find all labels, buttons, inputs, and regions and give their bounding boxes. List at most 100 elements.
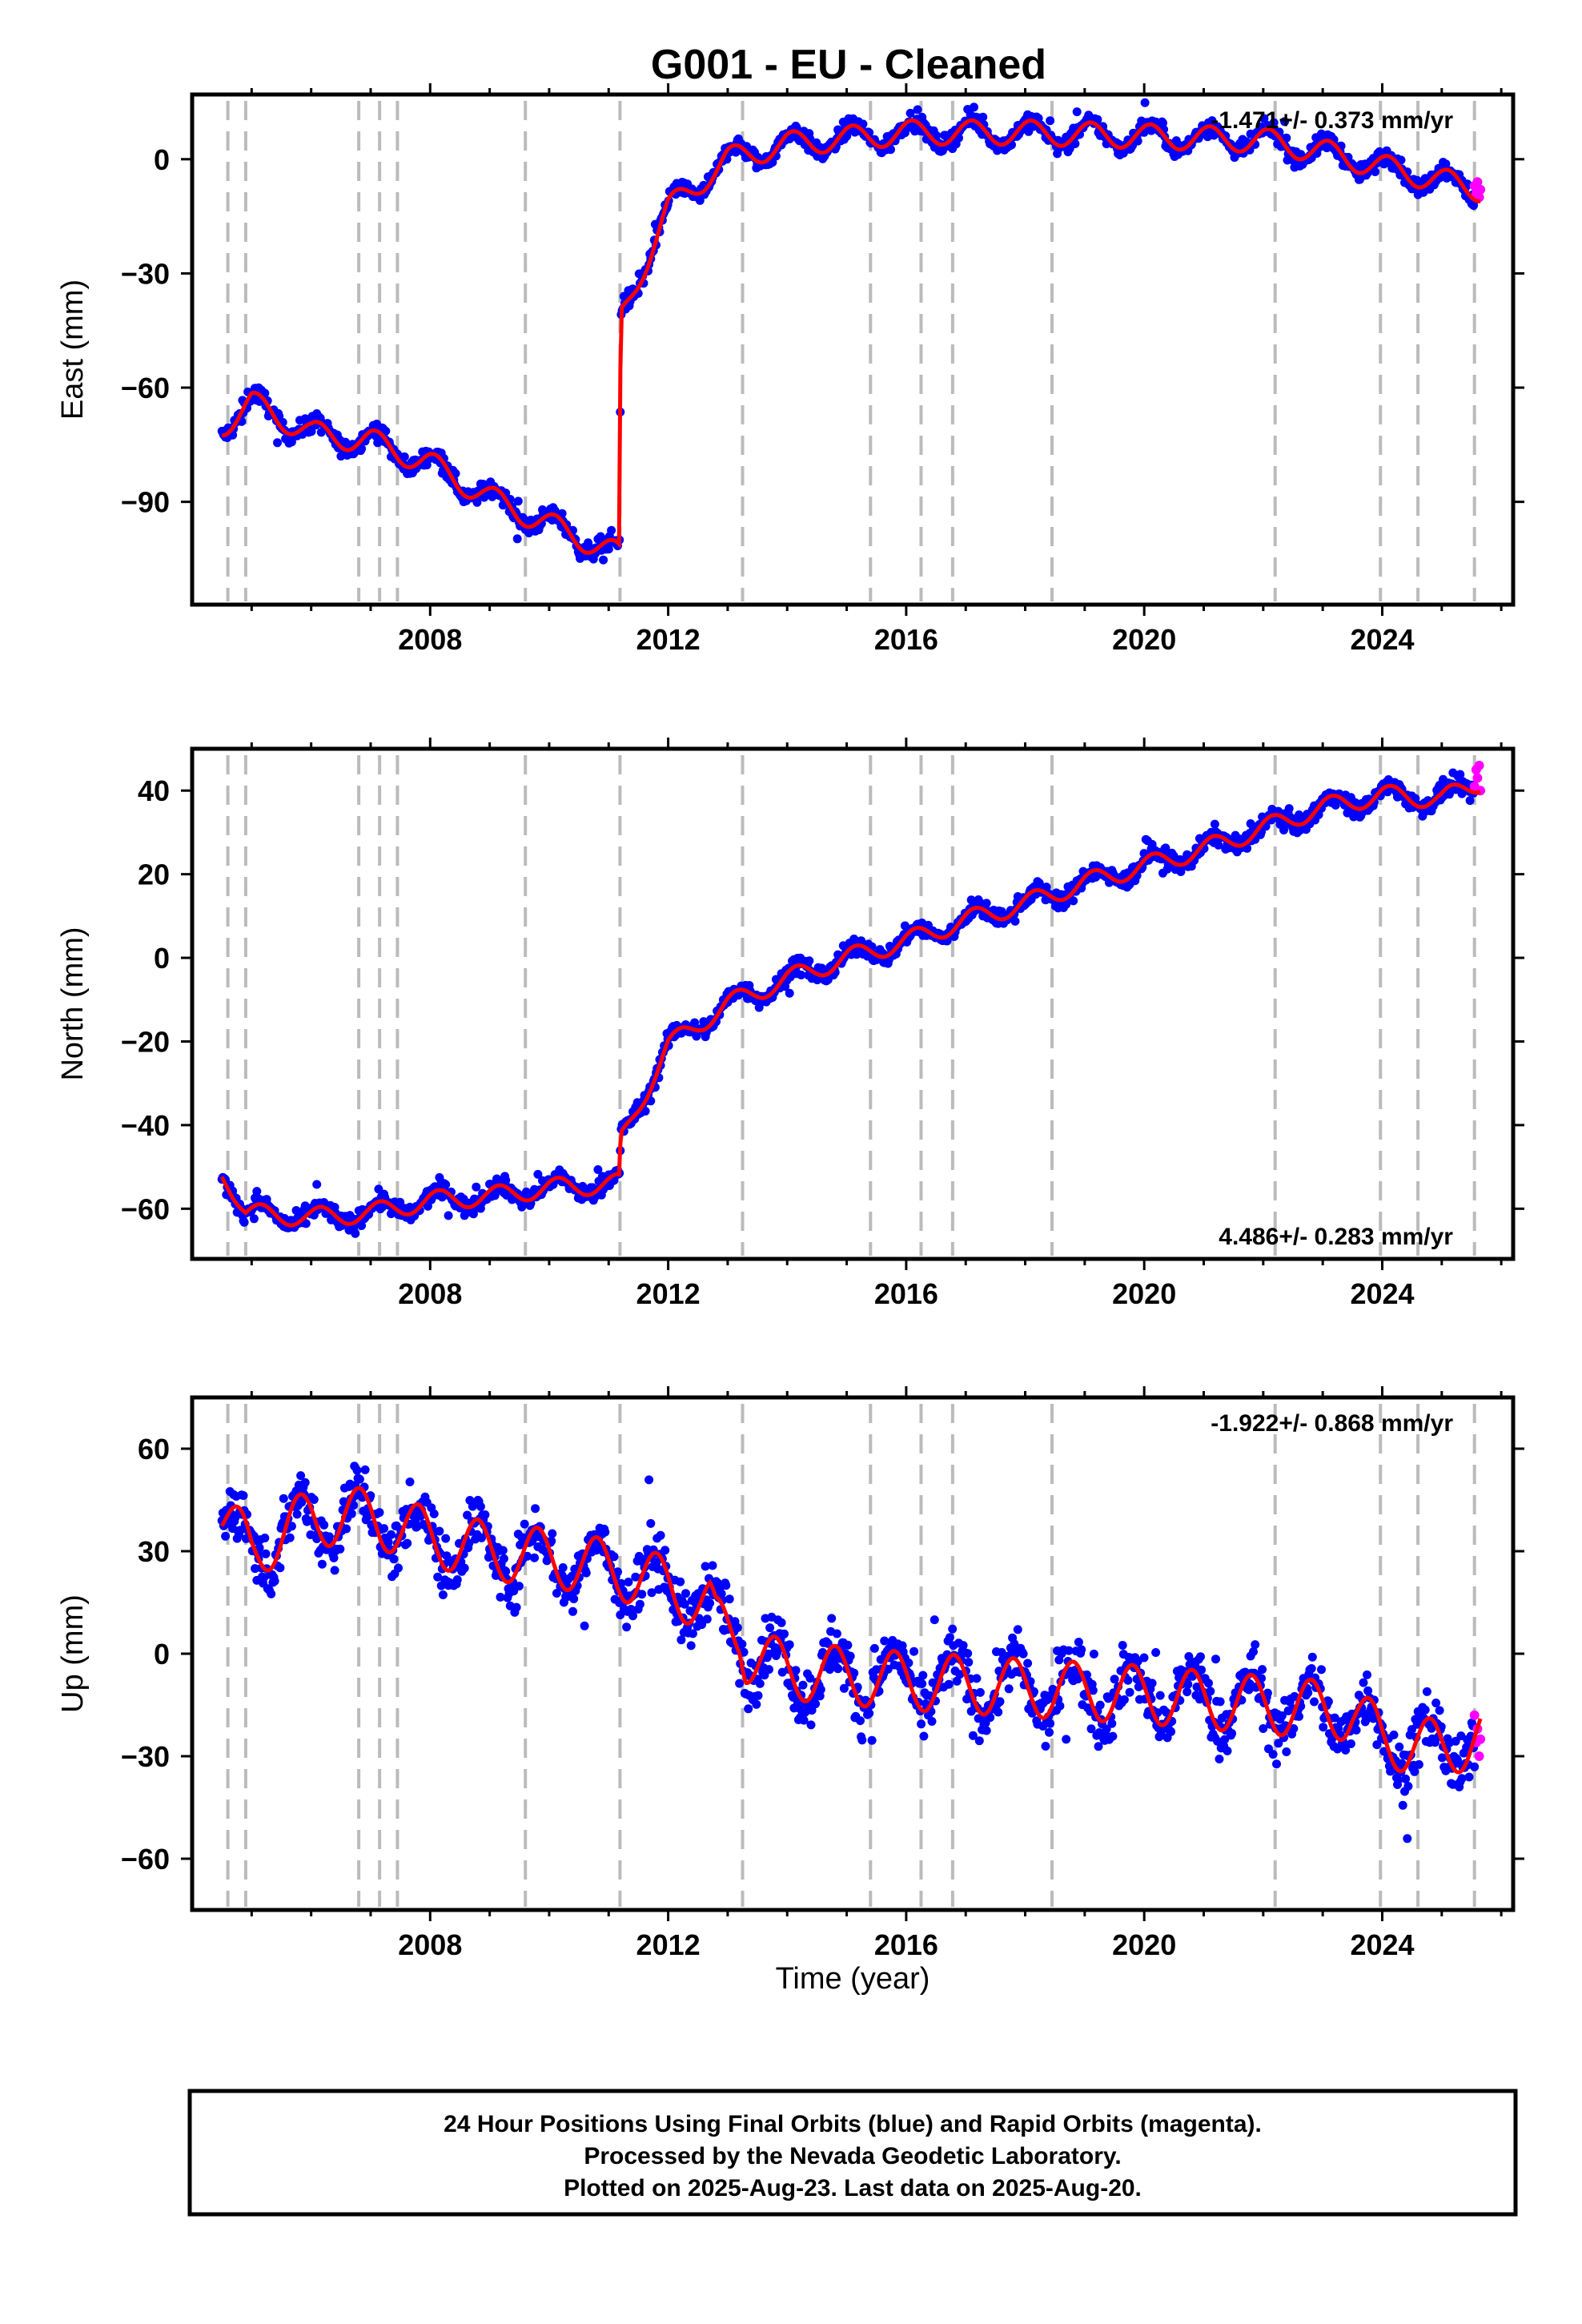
y-axis-label: East (mm) (56, 279, 90, 420)
rate-label: -1.471+/- 0.373 mm/yr (1211, 107, 1453, 134)
final-orbit-point (285, 1533, 295, 1542)
final-orbit-point (389, 1554, 399, 1564)
y-tick-label: −60 (121, 372, 170, 404)
final-orbit-point (1158, 119, 1167, 128)
final-orbit-point (918, 1671, 928, 1680)
final-orbit-point (514, 1582, 524, 1591)
final-orbit-point (1310, 1697, 1319, 1707)
final-orbit-point (930, 1615, 939, 1625)
final-orbit-point (1018, 1649, 1028, 1659)
final-orbit-point (568, 1606, 577, 1616)
final-orbit-point (1045, 1727, 1054, 1737)
final-orbit-point (1046, 116, 1055, 126)
final-orbit-point (441, 1534, 451, 1543)
final-orbit-point (403, 1538, 412, 1548)
final-orbit-point (644, 1475, 654, 1485)
final-orbit-point (530, 1553, 539, 1562)
final-orbit-point (1441, 159, 1451, 169)
final-orbit-point (1182, 1687, 1192, 1697)
final-orbit-point (221, 1531, 231, 1541)
final-orbit-point (1023, 1659, 1033, 1668)
final-orbit-point (451, 468, 460, 478)
rapid-orbit-point (1476, 184, 1486, 195)
y-tick-label: 60 (138, 1433, 170, 1466)
final-orbit-point (798, 1680, 808, 1690)
final-orbit-point (429, 1509, 439, 1518)
final-orbit-point (1125, 1687, 1134, 1697)
x-tick-label: 2020 (1112, 623, 1176, 656)
final-orbit-point (472, 1182, 481, 1192)
final-orbit-point (379, 1524, 389, 1534)
final-orbit-point (501, 1176, 511, 1185)
x-tick-label: 2012 (636, 1928, 701, 1961)
final-orbit-point (1282, 1747, 1291, 1756)
final-orbit-point (806, 1720, 816, 1730)
final-orbit-point (580, 1621, 589, 1630)
final-orbit-point (886, 145, 895, 155)
x-tick-label: 2016 (874, 1277, 938, 1310)
final-orbit-point (1215, 1697, 1225, 1707)
final-orbit-point (917, 1679, 927, 1688)
final-orbit-point (267, 1589, 276, 1598)
final-orbit-point (472, 497, 482, 507)
final-orbit-point (635, 1599, 644, 1609)
final-orbit-point (1284, 804, 1294, 814)
final-orbit-point (1119, 1695, 1129, 1704)
rate-label: 4.486+/- 0.283 mm/yr (1219, 1224, 1453, 1250)
rapid-orbit-point (1472, 773, 1483, 783)
y-tick-label: −60 (121, 1843, 170, 1876)
x-tick-label: 2008 (398, 1928, 462, 1961)
final-orbit-point (383, 1538, 393, 1547)
final-orbit-point (342, 1524, 351, 1534)
final-orbit-point (239, 1217, 249, 1227)
final-orbit-point (832, 1629, 841, 1638)
x-tick-label: 2024 (1350, 1277, 1414, 1310)
final-orbit-point (811, 1699, 821, 1709)
final-orbit-point (1118, 1641, 1127, 1650)
final-orbit-point (1055, 1701, 1065, 1711)
x-tick-label: 2016 (874, 1928, 938, 1961)
y-tick-label: 0 (154, 942, 170, 975)
final-orbit-point (755, 1679, 765, 1688)
final-orbit-point (1420, 1705, 1430, 1715)
final-orbit-point (964, 1658, 974, 1667)
east-panel: 0 −30 −60 −90 2008 2012 2016 2020 2024 East (mm) -… (56, 83, 1524, 656)
final-orbit-point (1196, 1652, 1205, 1662)
final-orbit-point (609, 1552, 619, 1562)
final-orbit-point (249, 1214, 259, 1224)
rapid-orbit-point (1472, 177, 1483, 187)
final-orbit-point (1155, 1691, 1165, 1700)
final-orbit-point (548, 1529, 557, 1538)
x-axis-label: Time (year) (776, 1962, 930, 1996)
final-orbit-point (932, 131, 942, 140)
final-orbit-point (513, 497, 523, 506)
final-orbit-point (656, 1530, 665, 1540)
final-orbit-point (995, 1697, 1005, 1707)
plot-frame (190, 746, 1516, 1261)
final-orbit-point (1139, 1653, 1149, 1663)
final-orbit-point (341, 437, 350, 447)
final-orbit-point (1207, 116, 1217, 126)
final-orbit-point (1004, 1684, 1014, 1694)
final-orbit-point (777, 1618, 786, 1627)
final-orbit-point (1110, 1675, 1119, 1684)
final-orbit-point (607, 525, 616, 535)
final-orbit-point (702, 1614, 712, 1624)
final-orbit-point (1089, 1649, 1098, 1659)
final-orbit-point (381, 426, 391, 436)
y-axis-label: North (mm) (56, 927, 90, 1080)
final-orbit-point (1280, 117, 1290, 127)
x-tick-label: 2012 (636, 623, 701, 656)
final-orbit-point (752, 1699, 761, 1709)
final-orbit-point (275, 1563, 285, 1573)
final-orbit-point (405, 1478, 415, 1486)
final-orbit-point (919, 1731, 929, 1741)
final-orbit-point (1215, 1755, 1224, 1763)
final-orbit-point (858, 119, 868, 129)
y-tick-label: −60 (121, 1192, 170, 1225)
final-orbit-point (624, 1578, 633, 1586)
final-orbit-point (1010, 916, 1020, 926)
final-orbit-point (1074, 1638, 1083, 1647)
final-orbit-point (640, 1107, 650, 1116)
final-orbit-point (435, 1526, 444, 1536)
